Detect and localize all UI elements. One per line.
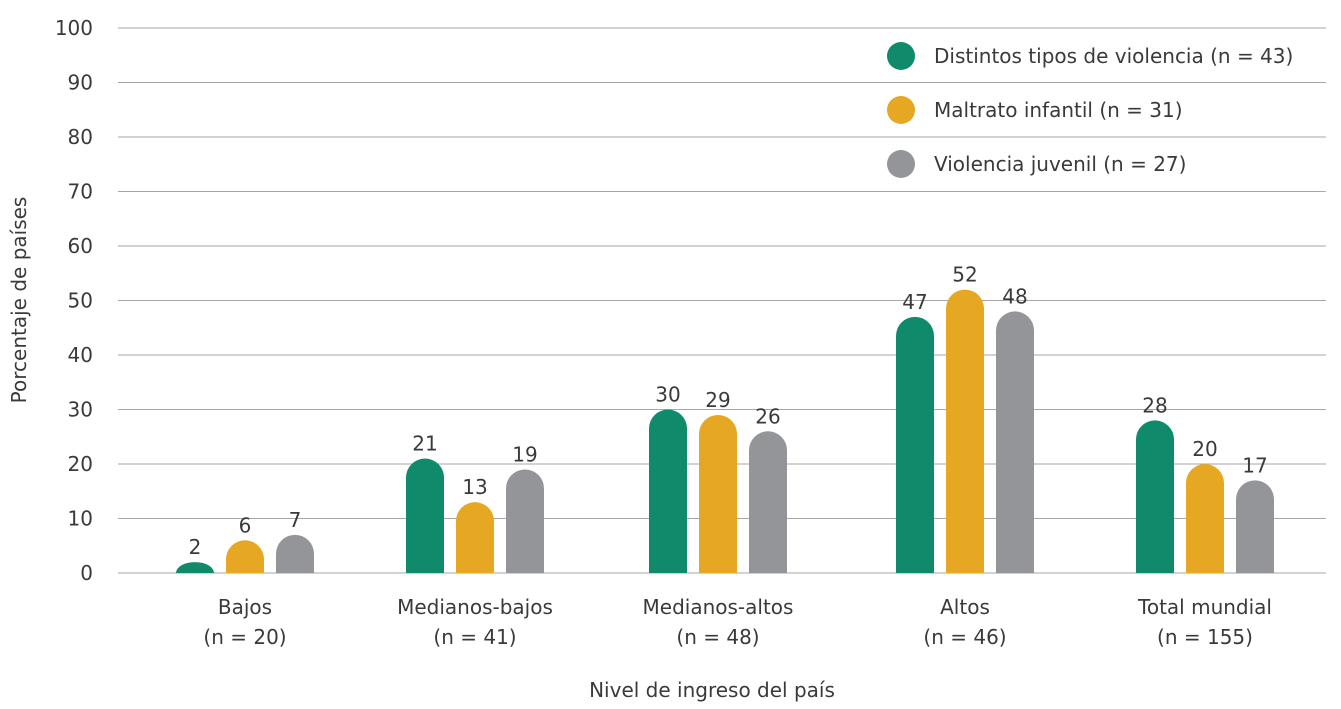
x-category-sublabel: (n = 48) [676,625,759,649]
bar [1186,464,1224,573]
data-labels: 2 21 30 47 28 6 13 29 52 20 7 19 26 48 17 [189,263,1268,559]
bar [946,289,984,573]
legend-label: Violencia juvenil (n = 27) [934,152,1186,176]
legend-swatch [887,42,915,70]
data-label: 20 [1192,437,1217,461]
legend-label: Distintos tipos de violencia (n = 43) [934,44,1293,68]
x-axis-categories: Bajos (n = 20) Medianos-bajos (n = 41) Media… [203,595,1272,649]
bar [896,316,934,573]
y-axis-ticks: 0 10 20 30 40 50 60 70 80 90 100 [55,16,93,585]
y-tick-label: 30 [68,398,93,422]
gridlines [118,27,1326,574]
data-label: 30 [655,383,680,407]
x-category-label: Altos [940,595,990,619]
data-label: 28 [1142,393,1167,417]
bar [276,534,314,573]
legend-swatch [887,150,915,178]
legend-label: Maltrato infantil (n = 31) [934,98,1183,122]
x-category-sublabel: (n = 41) [433,625,516,649]
x-axis-title: Nivel de ingreso del país [589,678,835,702]
data-label: 48 [1002,284,1027,308]
data-label: 7 [289,508,302,532]
data-label: 52 [952,263,977,287]
x-category-sublabel: (n = 155) [1157,625,1253,649]
data-label: 2 [189,535,202,559]
data-label: 29 [705,388,730,412]
bar [749,431,787,573]
bar [996,311,1034,573]
data-label: 47 [902,290,927,314]
bar [226,540,264,573]
y-tick-label: 50 [68,289,93,313]
y-axis-title: Porcentaje de países [7,197,31,404]
x-category-label: Medianos-altos [643,595,794,619]
x-category-label: Total mundial [1137,595,1272,619]
x-category-sublabel: (n = 46) [923,625,1006,649]
x-category-label: Medianos-bajos [397,595,553,619]
bar [176,562,214,573]
data-label: 21 [412,432,437,456]
data-label: 26 [755,404,780,428]
data-label: 6 [239,513,252,537]
bar [456,502,494,573]
y-tick-label: 0 [80,561,93,585]
y-tick-label: 20 [68,452,93,476]
y-tick-label: 80 [68,125,93,149]
bar [1236,480,1274,573]
data-label: 13 [462,475,487,499]
bar [506,469,544,573]
x-category-label: Bajos [218,595,272,619]
y-tick-label: 60 [68,234,93,258]
bar [699,414,737,573]
legend: Distintos tipos de violencia (n = 43) Mal… [887,42,1293,178]
y-tick-label: 100 [55,16,93,40]
legend-swatch [887,96,915,124]
data-label: 19 [512,442,537,466]
data-label: 17 [1242,453,1267,477]
bar [649,409,687,573]
y-tick-label: 90 [68,71,93,95]
y-tick-label: 70 [68,180,93,204]
y-tick-label: 40 [68,343,93,367]
bar [1136,420,1174,573]
y-tick-label: 10 [68,507,93,531]
bars [176,289,1274,573]
bar [406,458,444,573]
x-category-sublabel: (n = 20) [203,625,286,649]
